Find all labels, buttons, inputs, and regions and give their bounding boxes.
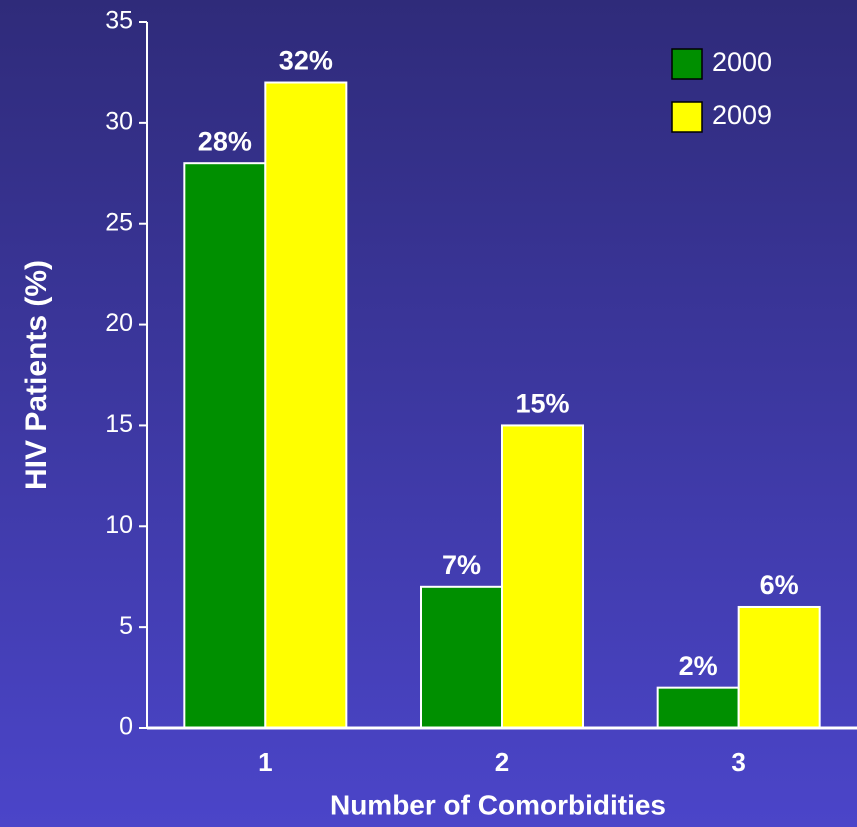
bar [420, 585, 503, 729]
x-tick-label: 2 [495, 747, 509, 777]
bar [737, 605, 821, 730]
legend-swatch [671, 101, 703, 133]
value-label: 15% [515, 389, 569, 419]
y-tick-label: 0 [119, 713, 133, 741]
value-label: 7% [442, 550, 481, 580]
value-label: 6% [760, 570, 799, 600]
y-tick-label: 30 [105, 107, 133, 135]
value-label: 2% [679, 651, 718, 681]
value-label: 32% [279, 46, 333, 76]
y-tick-label: 35 [105, 7, 133, 35]
legend-swatch [671, 48, 703, 80]
y-tick-label: 20 [105, 309, 133, 337]
x-tick-label: 1 [258, 747, 272, 777]
bar [183, 162, 267, 729]
y-tick-label: 25 [105, 208, 133, 236]
y-tick-label: 5 [119, 612, 133, 640]
y-tick-label: 15 [105, 410, 133, 438]
bar [501, 424, 584, 729]
y-tick-label: 10 [105, 511, 133, 539]
x-tick-label: 3 [731, 747, 745, 777]
legend-label: 2009 [712, 100, 772, 130]
bar [656, 686, 740, 730]
legend-label: 2000 [712, 47, 772, 77]
x-axis-title: Number of Comorbidities [330, 789, 666, 820]
y-axis-title: HIV Patients (%) [20, 260, 53, 490]
bar [264, 81, 348, 729]
value-label: 28% [198, 126, 252, 156]
